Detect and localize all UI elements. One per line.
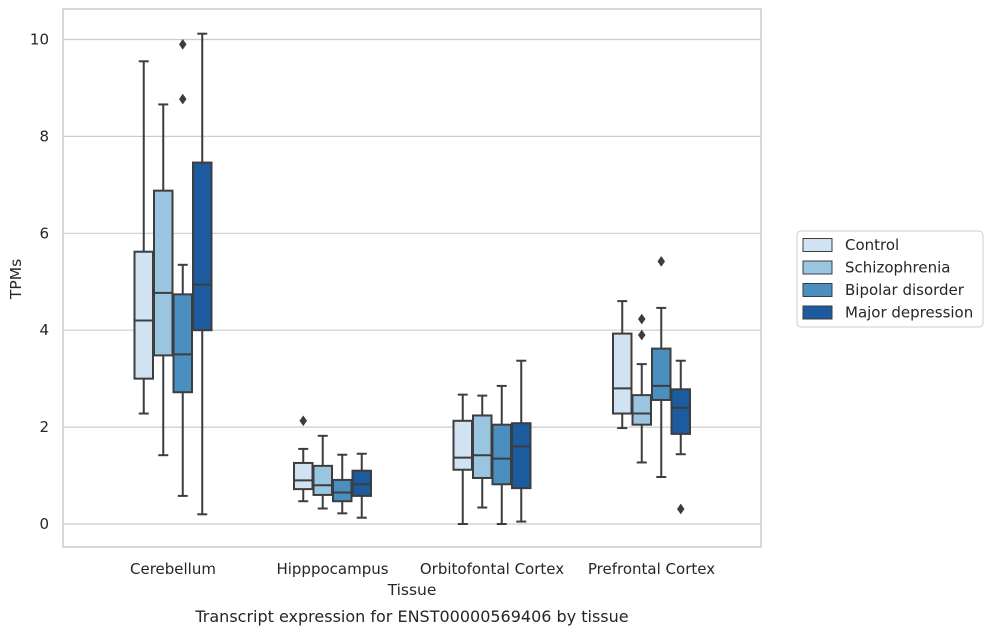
x-tick-label: Cerebellum: [130, 560, 216, 578]
box-body: [612, 332, 633, 415]
box-body: [192, 161, 213, 332]
legend-swatch: [802, 238, 833, 252]
boxes: [133, 32, 691, 525]
box-body: [472, 414, 493, 479]
y-tick-label: 4: [39, 321, 49, 339]
y-tick-labels: 0 2 4 6 8 10: [30, 31, 49, 534]
box-body: [133, 250, 154, 380]
box-body: [312, 464, 333, 496]
x-tick-label: Prefrontal Cortex: [588, 560, 715, 578]
outlier-point: [637, 329, 646, 341]
legend-swatch: [802, 283, 833, 297]
box-3-3: [670, 359, 691, 515]
y-axis-label: TPMs: [7, 259, 25, 300]
legend-frame: [796, 230, 984, 328]
chart-caption: Transcript expression for ENST0000056940…: [194, 607, 628, 626]
outlier-point: [299, 415, 308, 427]
box-1-2: [472, 394, 493, 509]
box-2-2: [491, 384, 512, 525]
y-tick-label: 10: [30, 31, 49, 49]
box-2-3: [651, 255, 672, 479]
box-3-2: [511, 359, 532, 523]
box-2-1: [332, 453, 353, 515]
x-tick-label: Orbitofontal Cortex: [420, 560, 564, 578]
x-axis-label: Tissue: [387, 581, 437, 599]
box-body: [293, 461, 314, 491]
outlier-point: [178, 38, 187, 50]
box-3-1: [351, 452, 372, 519]
legend-label: Major depression: [845, 304, 973, 322]
box-0-3: [612, 300, 633, 430]
box-body: [452, 419, 473, 471]
box-body: [511, 422, 532, 490]
y-tick-label: 6: [39, 224, 49, 242]
box-body: [651, 347, 672, 401]
box-body: [491, 423, 512, 486]
box-body: [631, 394, 652, 426]
x-tick-labels: Cerebellum Hipppocampus Orbitofontal Corte…: [130, 560, 715, 578]
y-tick-label: 2: [39, 418, 49, 436]
box-3-0: [192, 32, 213, 516]
box-body: [153, 189, 174, 357]
legend-label: Bipolar disorder: [845, 281, 965, 299]
box-2-0: [172, 38, 193, 497]
outlier-point: [637, 313, 646, 325]
box-body: [172, 293, 193, 394]
box-1-3: [631, 313, 652, 464]
box-1-0: [153, 103, 174, 457]
y-tick-label: 8: [39, 127, 49, 145]
box-body: [332, 478, 353, 503]
legend-entries: Control Schizophrenia Bipolar disorder Majo…: [802, 236, 973, 322]
legend-swatch: [802, 260, 833, 275]
legend-label: Control: [845, 236, 899, 254]
outlier-point: [657, 255, 666, 267]
x-tick-label: Hipppocampus: [276, 560, 388, 578]
outlier-point: [178, 93, 187, 105]
box-1-1: [312, 434, 333, 510]
legend-label: Schizophrenia: [845, 259, 950, 277]
y-tick-label: 0: [39, 515, 49, 533]
legend: Control Schizophrenia Bipolar disorder Majo…: [796, 230, 984, 328]
box-body: [670, 388, 691, 435]
box-0-2: [452, 393, 473, 525]
outlier-point: [676, 503, 685, 515]
legend-swatch: [802, 305, 833, 320]
